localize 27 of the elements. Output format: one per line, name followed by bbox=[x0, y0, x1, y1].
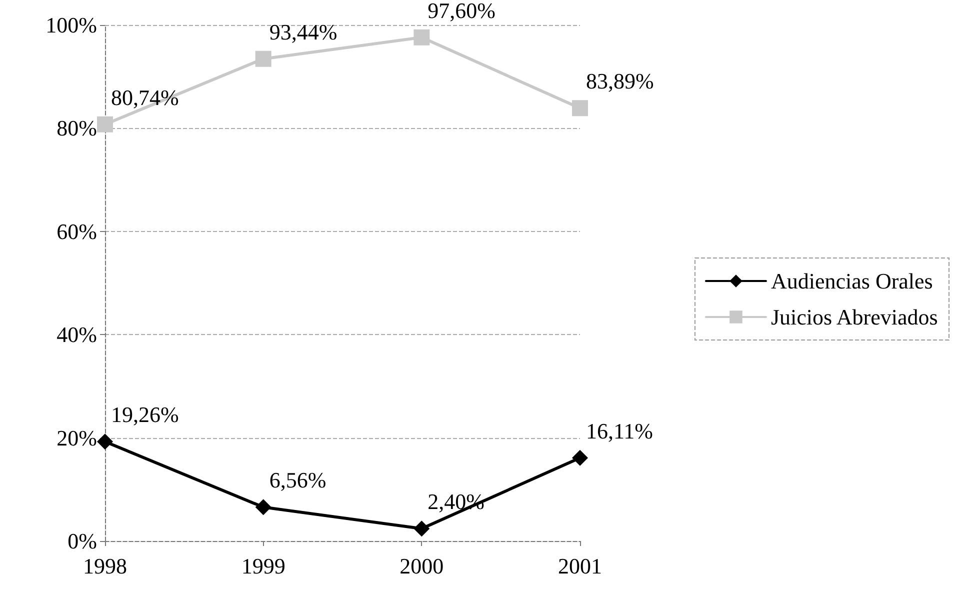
data-label: 80,74% bbox=[111, 84, 179, 110]
x-tick-label: 1998 bbox=[83, 554, 127, 578]
data-label: 19,26% bbox=[111, 402, 179, 428]
y-tick-label: 0% bbox=[68, 528, 97, 554]
x-tick-label: 1999 bbox=[241, 554, 286, 578]
point bbox=[572, 100, 588, 116]
y-tick-label: 100% bbox=[46, 12, 97, 38]
point bbox=[255, 50, 272, 67]
data-label: 16,11% bbox=[586, 418, 654, 444]
point bbox=[572, 450, 588, 466]
y-tick-label: 40% bbox=[56, 322, 97, 348]
point bbox=[414, 29, 430, 46]
x-tick-label: 2001 bbox=[558, 554, 602, 578]
data-label: 97,60% bbox=[428, 0, 496, 23]
legend-label: Audiencias Orales bbox=[770, 268, 933, 294]
data-label: 6,56% bbox=[269, 468, 326, 493]
x-tick-label: 2000 bbox=[400, 554, 444, 578]
legend-label: Juicios Abreviados bbox=[770, 304, 938, 330]
point bbox=[255, 499, 272, 516]
data-label: 83,89% bbox=[586, 68, 654, 94]
point bbox=[414, 520, 430, 537]
y-tick-label: 20% bbox=[56, 425, 97, 450]
point bbox=[97, 434, 113, 450]
y-tick-label: 60% bbox=[56, 218, 97, 244]
data-label: 93,44% bbox=[269, 19, 338, 44]
point bbox=[97, 116, 113, 132]
y-tick-label: 80% bbox=[56, 116, 97, 141]
